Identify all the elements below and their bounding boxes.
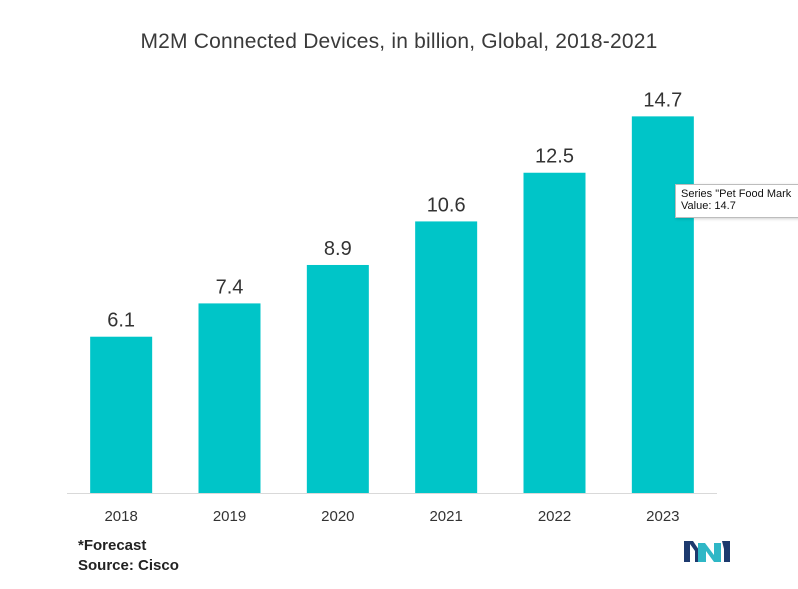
data-label-2018: 6.1 bbox=[107, 310, 135, 332]
data-label-2019: 7.4 bbox=[216, 276, 244, 298]
x-tick-label-2019: 2019 bbox=[213, 508, 246, 525]
source-note: Source: Cisco bbox=[78, 557, 179, 574]
bar-tooltip: Series "Pet Food Mark Value: 14.7 bbox=[675, 184, 798, 218]
forecast-note: *Forecast bbox=[78, 537, 147, 554]
bar-2022 bbox=[523, 172, 586, 493]
chart-notes: *Forecast Source: Cisco bbox=[78, 536, 179, 576]
data-label-2020: 8.9 bbox=[324, 238, 352, 260]
bar-2023 bbox=[631, 116, 694, 493]
chart-title: M2M Connected Devices, in billion, Globa… bbox=[140, 30, 658, 53]
x-tick-label-2018: 2018 bbox=[104, 508, 137, 525]
mordor-intelligence-logo-icon bbox=[684, 541, 730, 562]
data-label-2023: 14.7 bbox=[643, 89, 682, 111]
bar-2020 bbox=[306, 264, 369, 493]
x-tick-label-2022: 2022 bbox=[538, 508, 571, 525]
tooltip-value-text: Value: 14.7 bbox=[681, 200, 736, 212]
x-tick-label-2021: 2021 bbox=[429, 508, 462, 525]
tooltip-series-text: Series "Pet Food Mark bbox=[681, 188, 792, 200]
data-label-2021: 10.6 bbox=[427, 194, 466, 216]
x-tick-label-2020: 2020 bbox=[321, 508, 354, 525]
bar-2018 bbox=[90, 336, 153, 493]
bar-2021 bbox=[415, 221, 478, 493]
bar-2019 bbox=[198, 303, 261, 493]
data-label-2022: 12.5 bbox=[535, 146, 574, 168]
x-tick-label-2023: 2023 bbox=[646, 508, 679, 525]
